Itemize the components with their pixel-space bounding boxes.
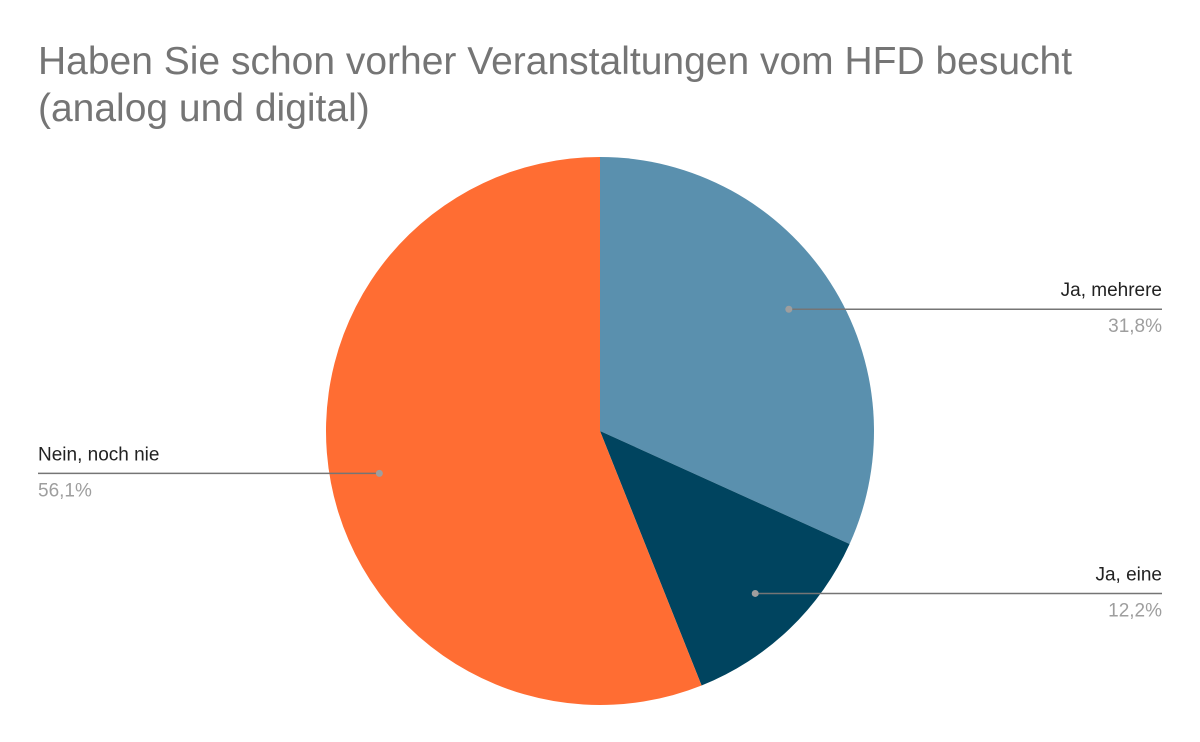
slice-value-label: 31,8% <box>1108 316 1162 337</box>
slice-value-label: 12,2% <box>1108 600 1162 621</box>
slice-value-label: 56,1% <box>38 480 92 501</box>
pie-slice <box>600 157 874 545</box>
leader-dot <box>751 589 759 597</box>
slice-label: Nein, noch nie <box>38 444 159 465</box>
pie-slice <box>325 157 702 705</box>
slice-label: Ja, eine <box>1095 564 1162 585</box>
leader-dot <box>375 469 383 477</box>
slice-label: Ja, mehrere <box>1061 280 1162 301</box>
chart-title: Haben Sie schon vorher Veranstaltungen v… <box>38 40 1073 130</box>
leader-dot <box>785 305 793 313</box>
pie-slice <box>600 431 850 686</box>
